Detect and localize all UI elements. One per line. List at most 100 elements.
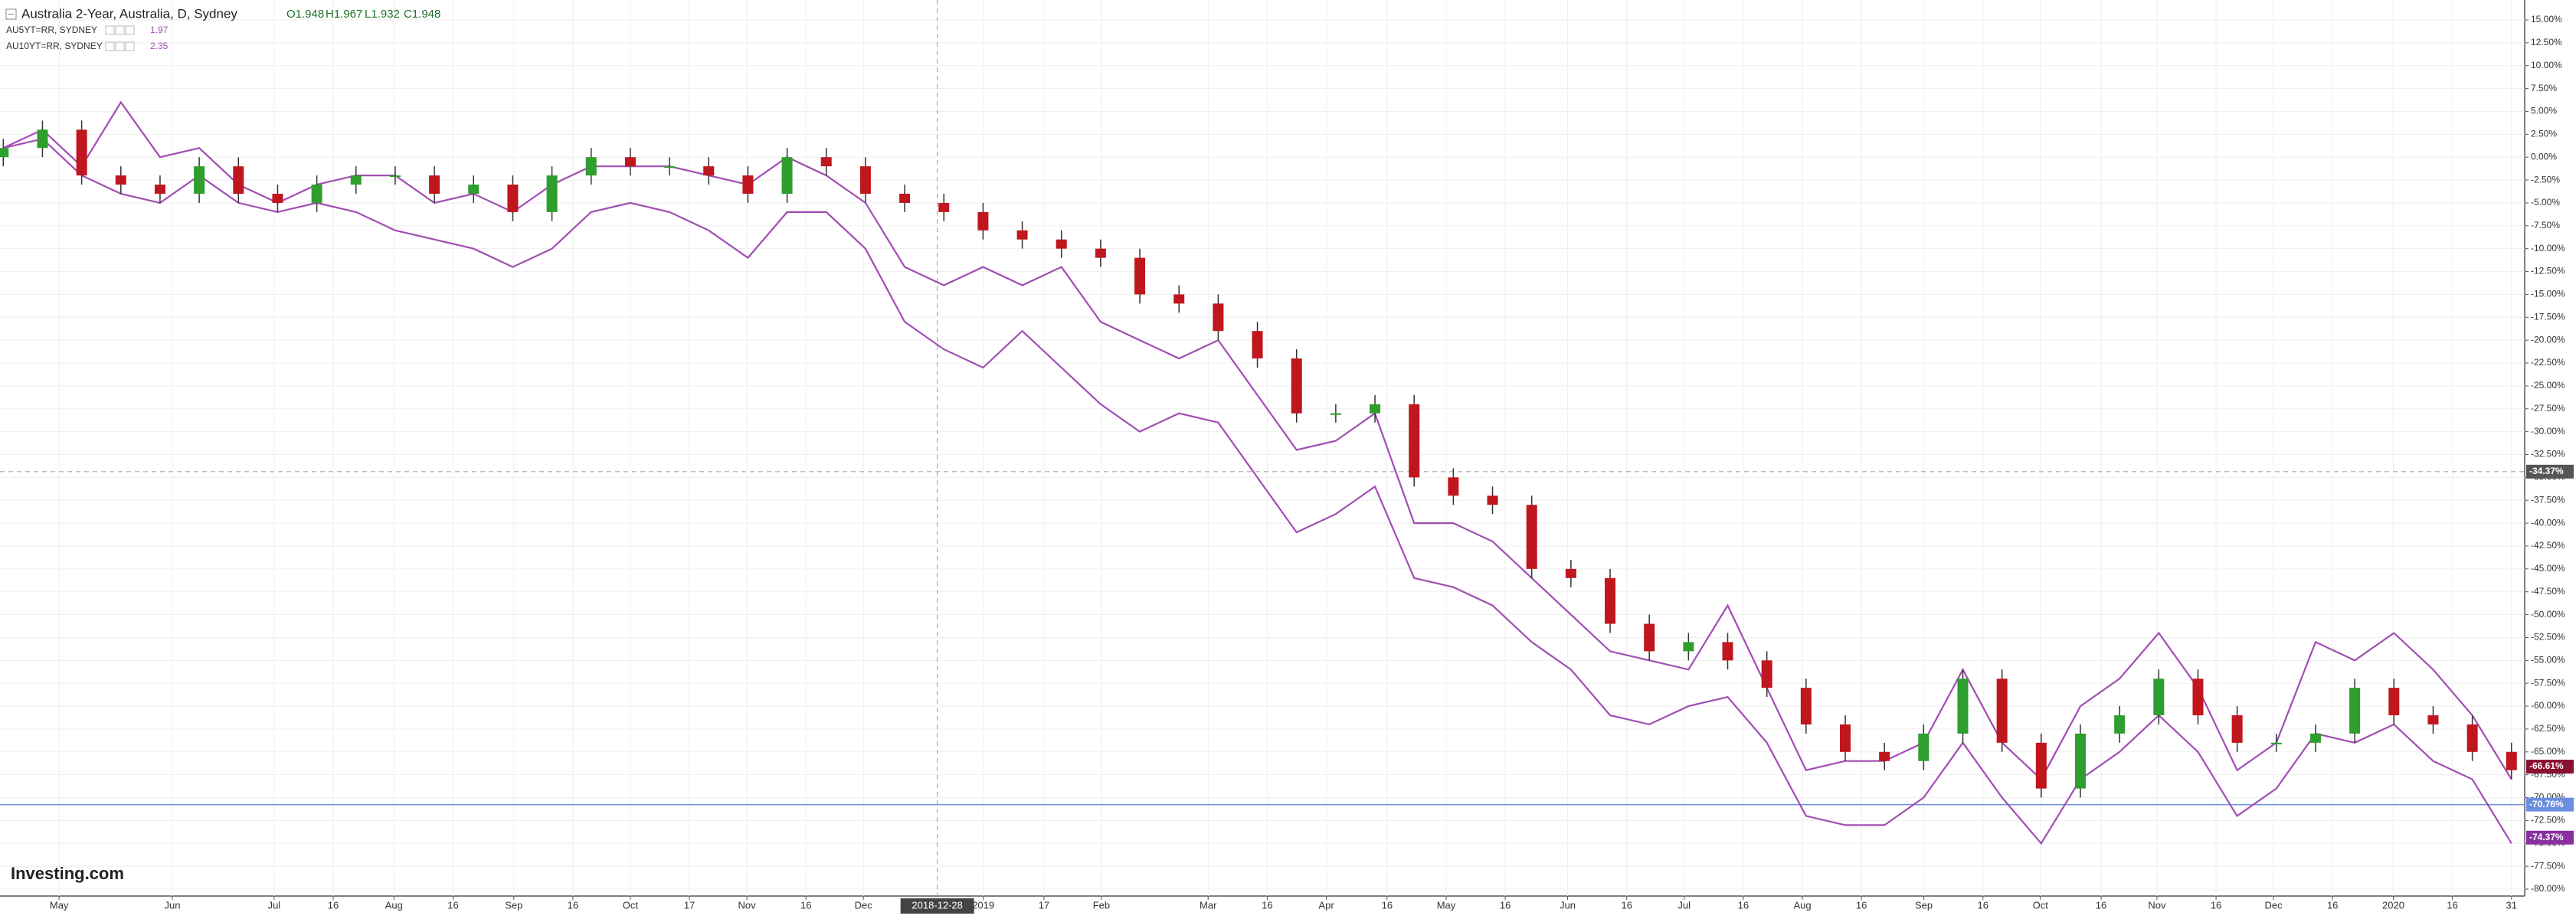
candle-body <box>1918 733 1930 761</box>
x-tick-label: Oct <box>2033 899 2049 911</box>
candle-body <box>585 157 597 176</box>
candle-body <box>1644 623 1655 652</box>
x-tick-label: 16 <box>1621 899 1632 911</box>
legend-icon <box>105 41 115 51</box>
candle-body <box>194 166 205 194</box>
candle-body <box>2270 742 2282 744</box>
candle-body <box>1605 577 1616 624</box>
x-tick-label: Aug <box>385 899 403 911</box>
y-tick-label: 2.50% <box>2531 129 2557 139</box>
candle-body <box>2309 733 2321 743</box>
x-tick-label: 16 <box>1738 899 1749 911</box>
price-label-bg <box>2526 760 2574 774</box>
legend-name: AU10YT=RR, SYDNEY <box>6 41 103 51</box>
crosshair-time-label: 2018-12-28 <box>912 899 963 911</box>
y-tick-label: -7.50% <box>2531 220 2560 231</box>
ohlc-value: O1.948 <box>286 8 324 21</box>
candle-body <box>1291 358 1302 414</box>
y-tick-label: -25.00% <box>2531 380 2565 391</box>
candle-body <box>1134 257 1146 295</box>
y-tick-label: -17.50% <box>2531 311 2565 322</box>
candle-body <box>1565 568 1576 578</box>
x-tick-label: 17 <box>684 899 695 911</box>
candle-body <box>507 185 519 212</box>
candle-body <box>2506 751 2517 770</box>
y-tick-label: -47.50% <box>2531 586 2565 597</box>
y-tick-label: -12.50% <box>2531 266 2565 276</box>
yield-line <box>2 100 2512 781</box>
candle-body <box>781 157 793 194</box>
y-tick-label: -55.00% <box>2531 654 2565 665</box>
y-tick-label: -37.50% <box>2531 494 2565 505</box>
candle-body <box>1252 331 1263 359</box>
x-tick-label: 16 <box>2327 899 2338 911</box>
y-tick-label: 10.00% <box>2531 60 2562 70</box>
yield-line <box>3 138 2512 845</box>
ohlc-value: C1.948 <box>404 8 440 21</box>
candle-body <box>1722 642 1733 661</box>
x-tick-label: 16 <box>1382 899 1393 911</box>
candle-body <box>1330 413 1341 415</box>
y-tick-label: -52.50% <box>2531 632 2565 643</box>
candle-body <box>624 157 636 167</box>
candle-body <box>233 166 244 194</box>
y-tick-label: 0.00% <box>2531 151 2557 162</box>
x-tick-label: 16 <box>1978 899 1988 911</box>
candle-body <box>1056 239 1067 249</box>
x-tick-label: Feb <box>1093 899 1110 911</box>
y-tick-label: -45.00% <box>2531 563 2565 574</box>
y-tick-label: -27.50% <box>2531 403 2565 414</box>
candle-body <box>1996 679 2008 743</box>
price-label: -70.76% <box>2529 799 2564 809</box>
x-tick-label: Oct <box>623 899 639 911</box>
price-label: -74.37% <box>2529 832 2564 842</box>
crosshair-time-bg <box>900 898 974 914</box>
legend-value: 1.97 <box>150 25 169 35</box>
candle-body <box>2114 715 2126 734</box>
y-tick-label: -30.00% <box>2531 426 2565 437</box>
candle-body <box>37 129 48 149</box>
x-tick-label: Nov <box>2148 899 2166 911</box>
x-tick-label: May <box>1437 899 1456 911</box>
chart-title: Australia 2-Year, Australia, D, Sydney <box>21 6 237 21</box>
x-tick-label: 16 <box>2211 899 2221 911</box>
candle-body <box>2427 715 2439 724</box>
collapse-icon[interactable] <box>5 8 17 20</box>
x-tick-label: 16 <box>1856 899 1867 911</box>
candle-body <box>1409 404 1420 478</box>
price-label: -34.37% <box>2529 466 2564 476</box>
x-tick-label: Jul <box>1678 899 1691 911</box>
price-label: -66.61% <box>2529 760 2564 771</box>
y-tick-label: -77.50% <box>2531 860 2565 871</box>
candle-body <box>350 175 362 185</box>
candle-body <box>2349 688 2361 734</box>
y-tick-label: -60.00% <box>2531 700 2565 711</box>
ohlc-value: H1.967 <box>326 8 362 21</box>
x-tick-label: 16 <box>1262 899 1272 911</box>
candle-body <box>899 194 911 203</box>
candle-body <box>1173 294 1185 304</box>
y-tick-label: 5.00% <box>2531 106 2557 116</box>
x-tick-label: Jun <box>165 899 181 911</box>
candle-body <box>76 129 87 176</box>
y-tick-label: -72.50% <box>2531 815 2565 826</box>
x-tick-label: Dec <box>2264 899 2283 911</box>
logo: Investing.com <box>11 864 124 883</box>
x-tick-label: Jul <box>268 899 281 911</box>
x-tick-label: 16 <box>2096 899 2106 911</box>
candle-body <box>2231 715 2243 743</box>
candle-body <box>703 166 715 176</box>
legend-icon <box>125 41 135 51</box>
y-tick-label: -80.00% <box>2531 883 2565 894</box>
y-tick-label: -42.50% <box>2531 540 2565 551</box>
y-tick-label: -2.50% <box>2531 174 2560 185</box>
candle-body <box>546 175 558 212</box>
y-tick-label: -40.00% <box>2531 517 2565 528</box>
candle-body <box>2153 679 2165 715</box>
candle-body <box>1879 751 1890 761</box>
x-tick-label: Apr <box>1318 899 1334 911</box>
x-tick-label: Sep <box>1915 899 1933 911</box>
candle-body <box>1095 248 1106 258</box>
